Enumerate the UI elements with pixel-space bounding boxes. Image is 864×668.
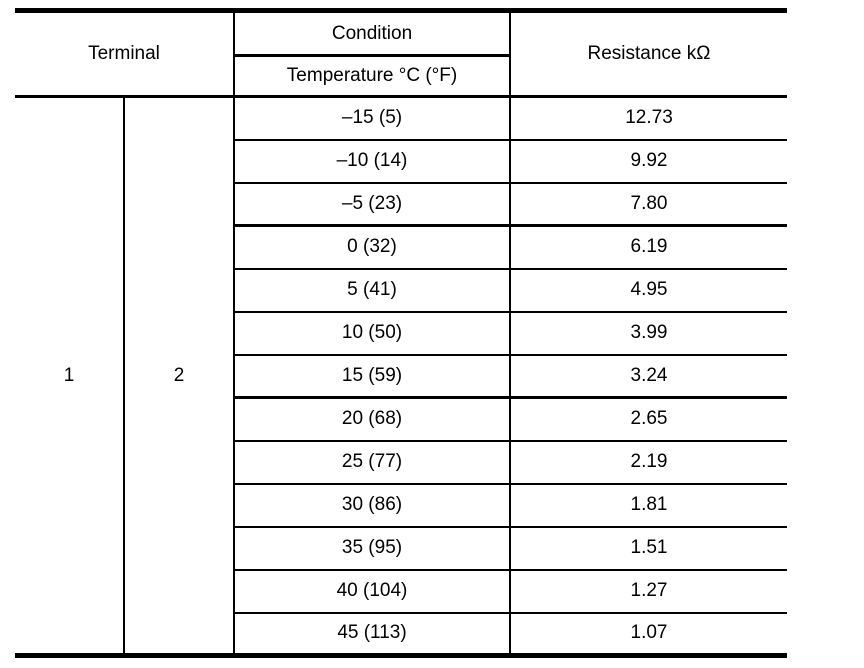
resistance-cell: 12.73: [510, 96, 787, 141]
table-row: 30 (86) 1.81: [15, 483, 787, 528]
header-temperature: Temperature °C (°F): [234, 55, 511, 98]
resistance-cell: 2.65: [510, 397, 787, 442]
table-row: 20 (68) 2.65: [15, 397, 787, 442]
temperature-cell: 25 (77): [234, 440, 511, 485]
resistance-cell: 9.92: [510, 139, 787, 184]
resistance-cell: 3.24: [510, 354, 787, 399]
resistance-cell: 7.80: [510, 182, 787, 227]
temperature-cell: 15 (59): [234, 354, 511, 399]
table-row: 10 (50) 3.99: [15, 311, 787, 356]
temperature-cell: 20 (68): [234, 397, 511, 442]
temperature-cell: –15 (5): [234, 96, 511, 141]
temperature-cell: 35 (95): [234, 526, 511, 571]
temperature-cell: –5 (23): [234, 182, 511, 227]
table-row: 45 (113) 1.07: [15, 612, 787, 657]
resistance-cell: 2.19: [510, 440, 787, 485]
temperature-cell: 10 (50): [234, 311, 511, 356]
resistance-cell: 1.81: [510, 483, 787, 528]
resistance-cell: 3.99: [510, 311, 787, 356]
table-row: –5 (23) 7.80: [15, 182, 787, 227]
temperature-cell: 40 (104): [234, 569, 511, 614]
resistance-cell: 4.95: [510, 268, 787, 313]
table-row: 35 (95) 1.51: [15, 526, 787, 571]
temperature-cell: 0 (32): [234, 225, 511, 270]
temperature-cell: 5 (41): [234, 268, 511, 313]
header-terminal: Terminal: [15, 10, 235, 98]
resistance-cell: 1.51: [510, 526, 787, 571]
header-row-2: Temperature °C (°F): [15, 55, 787, 98]
table-row: 5 (41) 4.95: [15, 268, 787, 313]
resistance-cell: 6.19: [510, 225, 787, 270]
table-row: 25 (77) 2.19: [15, 440, 787, 485]
resistance-cell: 1.07: [510, 612, 787, 657]
resistance-table: Terminal Condition Resistance kΩ Tempera…: [15, 8, 787, 658]
header-condition: Condition: [234, 10, 511, 57]
temperature-cell: 30 (86): [234, 483, 511, 528]
table-row: –10 (14) 9.92: [15, 139, 787, 184]
temperature-cell: –10 (14): [234, 139, 511, 184]
header-resistance: Resistance kΩ: [510, 10, 787, 98]
terminal-2-cell: 2: [124, 96, 235, 656]
terminal-1-cell: 1: [15, 96, 125, 656]
table-row: 0 (32) 6.19: [15, 225, 787, 270]
table-row: 1 2 –15 (5) 12.73: [15, 96, 787, 656]
table-row: 15 (59) 3.24: [15, 354, 787, 399]
header-row-1: Terminal Condition Resistance kΩ: [15, 10, 787, 98]
resistance-cell: 1.27: [510, 569, 787, 614]
table-row: 40 (104) 1.27: [15, 569, 787, 614]
temperature-cell: 45 (113): [234, 612, 511, 657]
